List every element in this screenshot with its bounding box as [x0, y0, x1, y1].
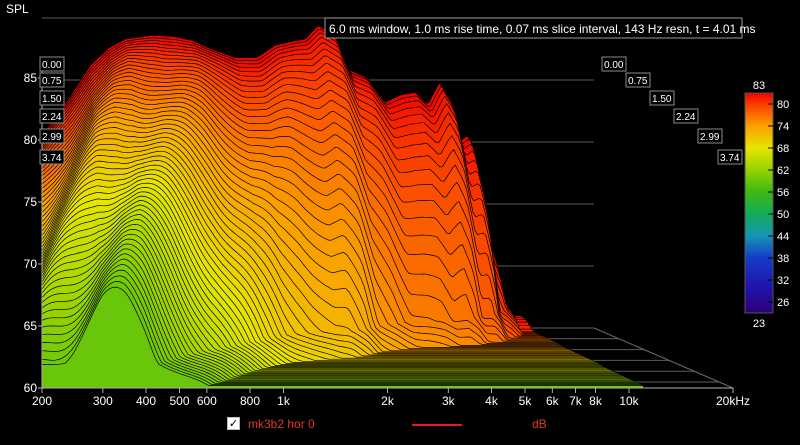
- y-tick-label: 70: [24, 257, 38, 271]
- x-tick-label: 10k: [619, 394, 639, 408]
- time-label-right: 0.75: [628, 76, 648, 87]
- colorbar-tick-label: 32: [777, 275, 789, 287]
- colorbar-tick-label: 50: [777, 209, 789, 221]
- time-label-right: 0.00: [604, 60, 624, 71]
- colorbar-tick-label: 62: [777, 165, 789, 177]
- time-label-box: [601, 56, 627, 72]
- y-tick-label: 65: [24, 319, 38, 333]
- time-label-box: [39, 56, 65, 72]
- time-label-box: [39, 128, 65, 144]
- y-tick-label: 80: [24, 133, 38, 147]
- colorbar-tick-label: 68: [777, 143, 789, 155]
- y-tick-label: 75: [24, 195, 38, 209]
- legend-series-name[interactable]: mk3b2 hor 0: [248, 417, 315, 431]
- x-tick-label: 20kHz: [716, 394, 750, 408]
- colorbar-tick-label: 26: [777, 297, 789, 309]
- axes: 200 300 400 500 600 800 1k 2k 3k 4k 5k 6k 7k 8k 10k 20k…: [24, 62, 750, 408]
- x-tick-label: 5k: [519, 394, 533, 408]
- y-tick-label: 85: [24, 71, 38, 85]
- x-tick-label: 200: [32, 394, 52, 408]
- time-label-right: 1.50: [652, 94, 672, 105]
- time-label-right: 2.99: [700, 132, 720, 143]
- time-label-left: 1.50: [42, 94, 62, 105]
- legend-series-line: [412, 424, 462, 426]
- x-tick-label: 3k: [442, 394, 456, 408]
- x-tick-label: 6k: [546, 394, 560, 408]
- waterfall-surface: [41, 25, 644, 389]
- x-tick-label: 1k: [277, 394, 291, 408]
- colorbar-tick-label: 56: [777, 187, 789, 199]
- time-label-left: 2.24: [42, 112, 62, 123]
- x-tick-label: 600: [197, 394, 217, 408]
- x-tick-label: 500: [169, 394, 189, 408]
- time-label-box: [717, 149, 743, 165]
- time-label-left: 2.99: [42, 132, 62, 143]
- time-label-box: [697, 128, 723, 144]
- waterfall-slice: [41, 233, 623, 378]
- time-label-box: [39, 149, 65, 165]
- x-tick-label: 7k: [569, 394, 583, 408]
- x-tick-label: 4k: [485, 394, 499, 408]
- time-label-box: [39, 90, 65, 106]
- colorbar-tick-label: 74: [777, 121, 789, 133]
- time-label-box: [625, 72, 651, 88]
- time-label-left: 3.74: [42, 153, 62, 164]
- time-label-left: 0.75: [42, 76, 62, 87]
- time-axis-labels: 0.00 0.00 0.75 0.75 1.50 1.50 2.24 2.24 2.99 2.99…: [39, 56, 743, 165]
- time-label-box: [39, 72, 65, 88]
- time-label-right: 3.74: [720, 153, 740, 164]
- waterfall-slice: [41, 286, 644, 389]
- x-tick-label: 400: [136, 394, 156, 408]
- time-label-box: [649, 90, 675, 106]
- time-label-left: 0.00: [42, 60, 62, 71]
- x-tick-label: 2k: [381, 394, 395, 408]
- time-label-right: 2.24: [676, 112, 696, 123]
- info-text: 6.0 ms window, 1.0 ms rise time, 0.07 ms…: [329, 22, 756, 36]
- time-label-box: [673, 108, 699, 124]
- x-tick-label: 300: [93, 394, 113, 408]
- colorbar-gradient: [744, 92, 774, 314]
- colorbar-min-label: 23: [753, 318, 765, 330]
- series-visibility-checkbox[interactable]: ✓: [227, 417, 240, 430]
- colorbar: 83 23 80 74 68 62 56 50 44 38 32 26: [744, 80, 789, 330]
- y-axis-label: SPL: [6, 2, 29, 16]
- y-tick-label: 60: [24, 381, 38, 395]
- grid-line: [593, 327, 734, 389]
- x-tick-label: 8k: [589, 394, 603, 408]
- colorbar-tick-label: 38: [777, 253, 789, 265]
- colorbar-tick-label: 44: [777, 231, 789, 243]
- info-box: 6.0 ms window, 1.0 ms rise time, 0.07 ms…: [324, 17, 756, 39]
- colorbar-max-label: 83: [753, 80, 765, 92]
- time-label-box: [39, 108, 65, 124]
- x-tick-label: 800: [240, 394, 260, 408]
- legend-unit: dB: [532, 417, 547, 431]
- colorbar-tick-label: 80: [777, 99, 789, 111]
